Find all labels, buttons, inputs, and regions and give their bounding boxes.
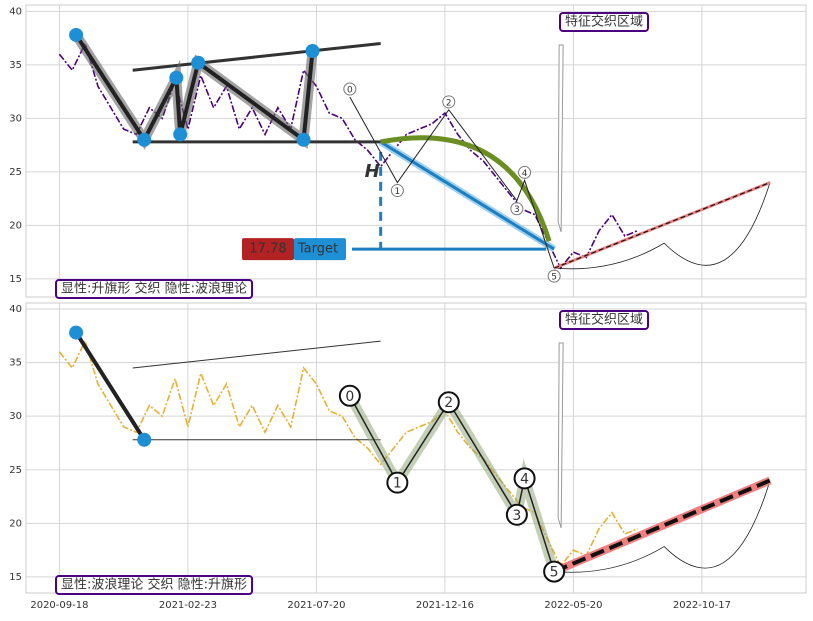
annotation-box [55,279,254,299]
x-tick-label: 2020-09-18 [30,600,88,611]
y-tick-label: 15 [9,274,22,285]
wave-point [513,467,536,490]
x-tick-label: 2022-05-20 [544,600,602,611]
y-tick-label: 30 [9,113,22,124]
flag-point [296,132,311,147]
zone-arrow [557,44,564,233]
x-tick-label: 2022-10-17 [673,600,731,611]
target-label: Target [297,242,338,257]
flag-point [69,27,84,42]
wave-label: 3 [514,205,520,215]
x-tick-label: 2021-02-23 [159,600,217,611]
target-value-box [242,238,294,261]
wave-label: 0 [345,389,354,405]
plot-area [25,4,807,298]
flag-line [74,331,146,441]
y-tick-label: 20 [9,518,22,529]
flag-point [137,432,152,447]
zone-arrow [557,342,564,529]
wave-label: 5 [551,273,557,283]
wave-label: 5 [550,565,559,581]
wave-label: 0 [347,85,353,95]
wave-point [547,269,561,283]
wave-label: 4 [522,169,528,179]
flag-upper [132,340,381,369]
y-tick-label: 25 [9,465,22,476]
wave-point [518,165,532,179]
annotation: 显性:波浪理论 交织 隐性:升旗形 [61,577,247,593]
target-line [379,140,555,251]
wave-label: 4 [520,471,529,487]
projection-arc [554,182,771,270]
flag-point [191,55,206,70]
wave-line [349,395,555,572]
y-tick-label: 30 [9,411,22,422]
wave-point [343,82,357,96]
wave-point [437,391,460,414]
wave-point [386,471,409,494]
annotation-box [559,310,650,330]
flag-point [169,70,184,85]
target-value: 17.78 [249,242,286,257]
wave-label: 1 [395,187,401,197]
y-tick-label: 20 [9,220,22,231]
flag-upper [132,42,381,72]
flag-point [69,325,84,340]
wave-point [543,560,566,583]
wave-label: 2 [446,98,452,108]
wave-label: 2 [444,395,453,411]
wave-label: 3 [512,508,521,524]
wave-point [390,184,404,198]
annotation: 显性:升旗形 交织 隐性:波浪理论 [61,281,247,297]
measure-arc [380,135,552,242]
projection-line [553,181,771,269]
projection-arc [554,480,771,573]
x-tick-label: 2021-12-16 [416,600,474,611]
y-tick-label: 15 [9,572,22,583]
wave-point [442,95,456,109]
annotation: 特征交织区域 [565,312,643,328]
wave-label: 1 [393,476,402,492]
y-tick-label: 40 [9,6,22,17]
y-tick-label: 25 [9,167,22,178]
annotation-box [55,575,254,595]
annotation: 特征交织区域 [565,14,643,30]
y-tick-label: 35 [9,60,22,71]
target-label-box [294,238,346,261]
flag-point [137,132,152,147]
flag-point [173,127,188,142]
height-label: H [365,161,380,182]
annotation-box [559,12,650,32]
flag-point [305,43,320,58]
projection-line [552,476,772,576]
wave-point [338,384,361,407]
y-tick-label: 35 [9,358,22,369]
wave-line [349,96,555,269]
x-tick-label: 2021-07-20 [287,600,345,611]
wave-point [510,202,524,216]
wave-point [505,503,528,526]
y-tick-label: 40 [9,304,22,315]
